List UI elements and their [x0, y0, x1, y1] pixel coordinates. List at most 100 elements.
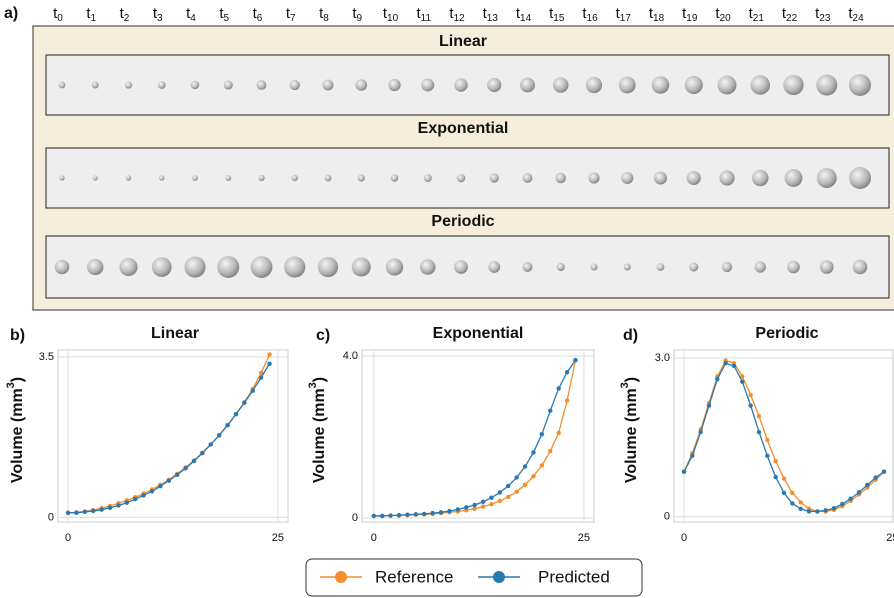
y-axis-label-part: ) [311, 377, 328, 382]
sphere [351, 257, 371, 277]
data-point [531, 450, 536, 455]
legend: Reference Predicted [305, 558, 643, 597]
data-point [539, 463, 545, 468]
data-point [573, 357, 578, 363]
y-tick-label: 4.0 [343, 350, 358, 362]
x-tick-label: 0 [65, 532, 71, 544]
time-label-base: t [749, 5, 754, 22]
sphere [225, 174, 232, 182]
sphere [621, 171, 634, 185]
legend-marker [335, 571, 347, 583]
sphere [488, 261, 501, 273]
time-label-sub: 4 [190, 13, 196, 24]
data-point [133, 496, 138, 502]
time-label-sub: 0 [57, 13, 63, 24]
data-point [183, 466, 188, 471]
y-axis-label-sup: 3 [5, 382, 17, 388]
data-point [489, 495, 494, 500]
time-label-base: t [186, 5, 191, 22]
time-label-base: t [253, 5, 258, 22]
time-label-base: t [715, 5, 720, 22]
time-label-sub: 15 [553, 13, 565, 24]
sphere [522, 173, 533, 183]
time-label-base: t [449, 5, 454, 22]
data-point [823, 508, 828, 513]
data-point [371, 513, 376, 519]
sphere [54, 259, 70, 275]
time-label-sub: 2 [124, 13, 130, 24]
data-point [781, 476, 787, 481]
data-point [267, 352, 272, 357]
sphere [623, 263, 631, 271]
data-point [413, 512, 418, 517]
data-point [681, 469, 687, 474]
series-group [65, 352, 272, 516]
time-label: t11 [416, 5, 431, 24]
time-label-base: t [286, 5, 291, 22]
time-label: t17 [616, 5, 632, 24]
row-box [45, 147, 890, 209]
data-point [447, 508, 452, 514]
sphere [91, 81, 99, 89]
time-label: t14 [516, 5, 532, 24]
data-point [405, 512, 410, 517]
data-point [242, 400, 247, 405]
sphere [258, 174, 265, 182]
time-label: t10 [383, 5, 399, 24]
data-point [455, 507, 461, 512]
sphere [522, 262, 533, 272]
sphere [92, 175, 98, 181]
sphere [553, 77, 569, 93]
y-axis-label-sup: 3 [619, 382, 631, 388]
time-label: t13 [483, 5, 499, 24]
data-point [522, 482, 528, 487]
sphere [754, 261, 766, 273]
time-label: t15 [549, 5, 565, 24]
y-tick-label: 0 [352, 512, 358, 524]
sphere [125, 175, 132, 181]
time-label-sub: 1 [91, 13, 97, 24]
legend-box [305, 558, 643, 597]
data-point [531, 474, 536, 479]
data-point [480, 499, 486, 504]
data-point [790, 501, 795, 506]
sphere [520, 77, 535, 93]
data-point [267, 361, 272, 366]
sphere [324, 174, 332, 182]
time-label-base: t [782, 5, 787, 22]
data-point [464, 505, 469, 510]
time-label-sub: 17 [620, 13, 632, 24]
sphere [849, 74, 871, 96]
time-label-sub: 18 [653, 13, 665, 24]
legend-marker [493, 571, 505, 583]
sphere [192, 175, 198, 181]
data-point [798, 506, 803, 511]
time-label-sub: 6 [257, 13, 263, 24]
time-label: t7 [286, 5, 296, 24]
time-label-base: t [383, 5, 388, 22]
y-tick-label: 3.0 [655, 352, 670, 364]
time-label-base: t [53, 5, 58, 22]
sphere [217, 256, 240, 278]
time-label-sub: 8 [323, 13, 329, 24]
time-label: t9 [352, 5, 362, 24]
data-point [773, 458, 778, 464]
data-point [698, 429, 703, 435]
data-point [91, 508, 96, 514]
x-tick-label: 25 [272, 532, 284, 544]
sphere [489, 173, 499, 183]
time-label-base: t [416, 5, 421, 22]
sphere [721, 261, 733, 273]
time-label: t19 [682, 5, 698, 24]
time-label: t12 [449, 5, 465, 24]
sphere [816, 74, 838, 96]
plot-area [57, 349, 289, 523]
x-tick-label: 25 [886, 532, 894, 544]
data-point [865, 482, 870, 488]
sphere [151, 257, 172, 277]
sphere [454, 260, 468, 274]
data-point [250, 388, 255, 394]
sphere [819, 260, 834, 274]
time-label-base: t [682, 5, 687, 22]
